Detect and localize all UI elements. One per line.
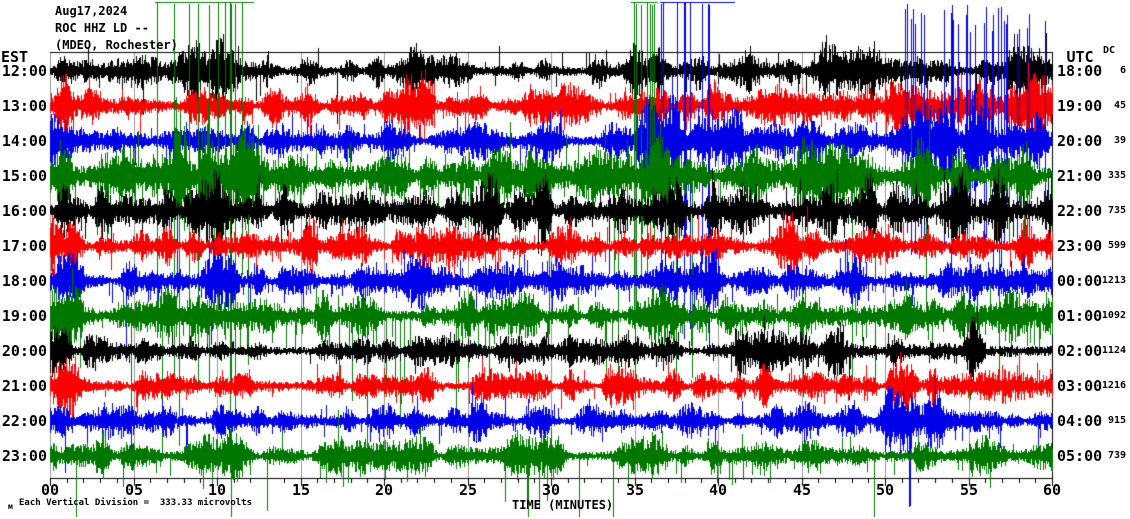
utc-hour-label: 18:00 xyxy=(1057,62,1103,80)
dc-value: 1216 xyxy=(1101,380,1126,391)
est-hour-label: 20:00 xyxy=(1,342,47,360)
est-hour-label: 21:00 xyxy=(1,377,47,395)
header-date: Aug17,2024 xyxy=(55,4,128,18)
est-hour-label: 15:00 xyxy=(1,167,47,185)
utc-hour-label: 05:00 xyxy=(1057,447,1103,465)
utc-hour-label: 21:00 xyxy=(1057,167,1103,185)
est-hour-label: 13:00 xyxy=(1,97,47,115)
utc-axis-header: UTC xyxy=(1066,48,1094,66)
x-tick-label: 20 xyxy=(374,481,394,499)
dc-value: 1092 xyxy=(1101,310,1126,321)
est-hour-label: 16:00 xyxy=(1,202,47,220)
x-tick-label: 30 xyxy=(541,481,561,499)
x-tick-label: 60 xyxy=(1042,481,1062,499)
dc-value: 6 xyxy=(1119,65,1126,76)
dc-column-header: DC xyxy=(1103,45,1116,56)
x-tick-label: 10 xyxy=(207,481,227,499)
utc-hour-label: 02:00 xyxy=(1057,342,1103,360)
header-site: (MDEO, Rochester) xyxy=(55,38,178,52)
x-tick-label: 00 xyxy=(40,481,60,499)
est-hour-label: 12:00 xyxy=(1,62,47,80)
dc-value: 45 xyxy=(1113,100,1126,111)
dc-value: 1213 xyxy=(1101,275,1126,286)
dc-value: 39 xyxy=(1113,135,1126,146)
x-tick-label: 55 xyxy=(959,481,979,499)
est-hour-label: 17:00 xyxy=(1,237,47,255)
x-axis-title: TIME (MINUTES) xyxy=(512,498,614,512)
utc-hour-label: 22:00 xyxy=(1057,202,1103,220)
dc-value: 915 xyxy=(1107,415,1126,426)
utc-hour-label: 01:00 xyxy=(1057,307,1103,325)
utc-hour-label: 03:00 xyxy=(1057,377,1103,395)
x-tick-label: 45 xyxy=(792,481,812,499)
x-tick-label: 35 xyxy=(625,481,645,499)
est-hour-label: 22:00 xyxy=(1,412,47,430)
corner-mark: м xyxy=(8,502,13,511)
scale-note: Each Vertical Division = 333.33 microvol… xyxy=(19,498,252,508)
x-tick-label: 15 xyxy=(291,481,311,499)
dc-value: 735 xyxy=(1107,205,1126,216)
x-tick-label: 40 xyxy=(708,481,728,499)
dc-value: 599 xyxy=(1107,240,1126,251)
dc-value: 335 xyxy=(1107,170,1126,181)
utc-hour-label: 04:00 xyxy=(1057,412,1103,430)
est-hour-label: 18:00 xyxy=(1,272,47,290)
est-axis-header: EST xyxy=(1,48,29,66)
utc-hour-label: 23:00 xyxy=(1057,237,1103,255)
est-hour-label: 14:00 xyxy=(1,132,47,150)
dc-value: 739 xyxy=(1107,450,1126,461)
est-hour-label: 23:00 xyxy=(1,447,47,465)
dc-value: 1124 xyxy=(1101,345,1126,356)
x-tick-label: 25 xyxy=(458,481,478,499)
utc-hour-label: 00:00 xyxy=(1057,272,1103,290)
est-hour-label: 19:00 xyxy=(1,307,47,325)
header-station: ROC HHZ LD -- xyxy=(55,21,149,35)
x-tick-label: 50 xyxy=(875,481,895,499)
utc-hour-label: 19:00 xyxy=(1057,97,1103,115)
utc-hour-label: 20:00 xyxy=(1057,132,1103,150)
x-tick-label: 05 xyxy=(124,481,144,499)
